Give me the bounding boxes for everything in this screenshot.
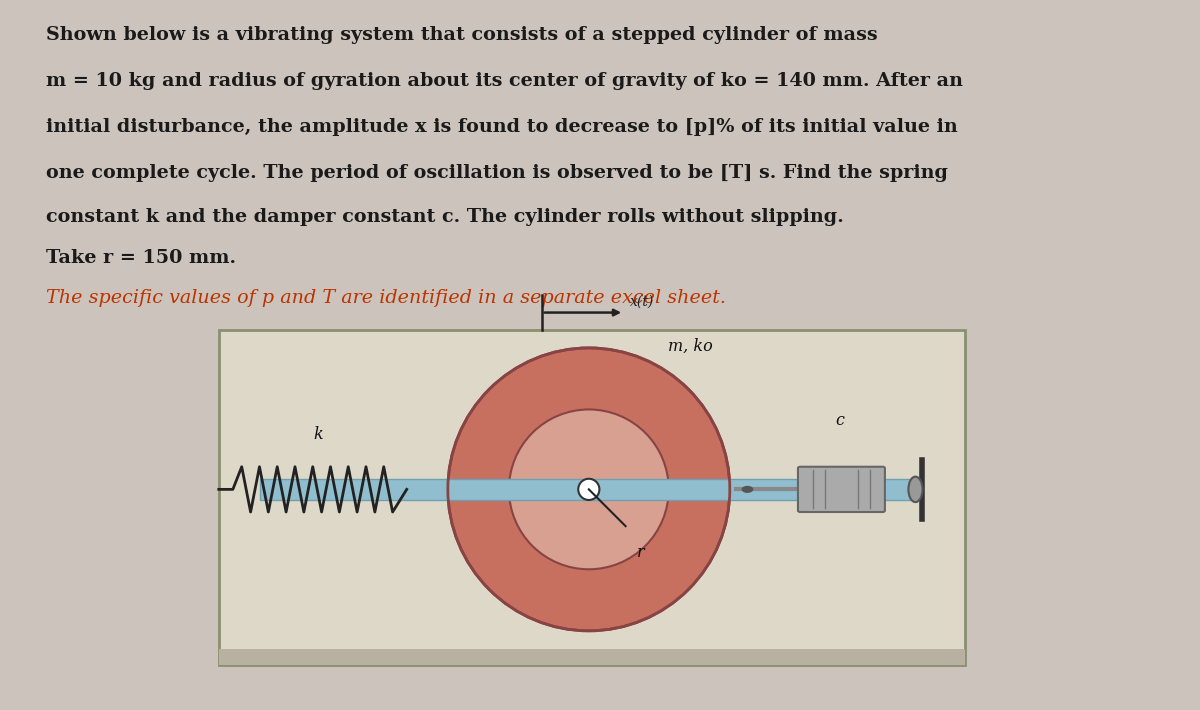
- Text: Take r = 150 mm.: Take r = 150 mm.: [46, 249, 236, 267]
- FancyBboxPatch shape: [798, 466, 884, 512]
- Text: c: c: [835, 413, 845, 430]
- Text: k: k: [313, 427, 324, 444]
- Text: m, ko: m, ko: [667, 338, 713, 355]
- Text: r: r: [637, 544, 644, 561]
- Bar: [218, 330, 965, 665]
- Text: m = 10 kg and radius of gyration about its center of gravity of ko = 140 mm. Aft: m = 10 kg and radius of gyration about i…: [46, 72, 964, 90]
- Ellipse shape: [578, 479, 600, 500]
- Ellipse shape: [509, 410, 668, 569]
- Text: The specific values of p and T are identified in a separate excel sheet.: The specific values of p and T are ident…: [46, 289, 726, 307]
- Text: initial disturbance, the amplitude x is found to decrease to [p]% of its initial: initial disturbance, the amplitude x is …: [46, 118, 958, 136]
- Text: Shown below is a vibrating system that consists of a stepped cylinder of mass: Shown below is a vibrating system that c…: [46, 26, 877, 44]
- Circle shape: [742, 486, 754, 493]
- Bar: [218, 649, 965, 665]
- Text: one complete cycle. The period of oscillation is observed to be [T] s. Find the : one complete cycle. The period of oscill…: [46, 164, 948, 182]
- Bar: [260, 479, 918, 500]
- Text: constant k and the damper constant c. The cylinder rolls without slipping.: constant k and the damper constant c. Th…: [46, 208, 844, 226]
- Ellipse shape: [448, 348, 730, 630]
- Text: x(t): x(t): [630, 295, 654, 309]
- Ellipse shape: [908, 476, 923, 502]
